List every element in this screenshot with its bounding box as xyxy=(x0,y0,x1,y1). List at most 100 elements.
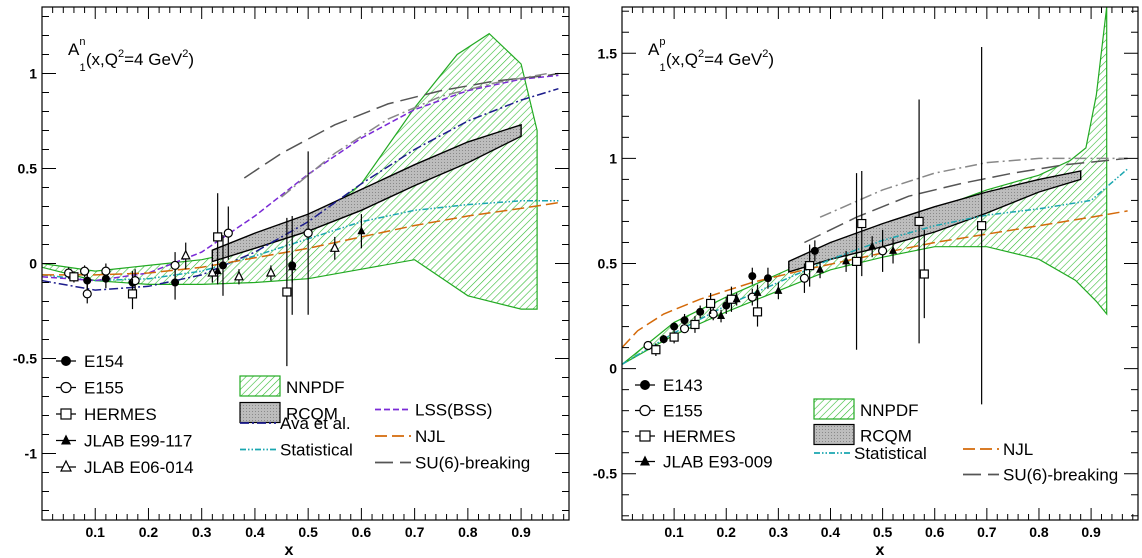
legend-label: JLAB E99-117 xyxy=(84,432,192,451)
legend-label: NNPDF xyxy=(860,401,919,420)
marker-open-square xyxy=(127,289,138,299)
marker-filled-triangle xyxy=(753,287,762,296)
legend-item-jlab-e93-009: JLAB E93-009 xyxy=(635,453,773,472)
marker-open-square xyxy=(805,261,815,271)
chart-panel-neutron: 0.1 0.2 0.3 0.4 0.5 0.6 0.7 0.8 0.9 x -1 -0.5 0 0.5 1 A… xyxy=(13,6,570,558)
legend-item-su-6-breaking: SU(6)-breaking xyxy=(375,454,530,473)
legend-item-e155: E155 xyxy=(635,402,703,421)
data-point-e155 xyxy=(643,340,653,351)
x-axis: 0.1 0.2 0.3 0.4 0.5 0.6 0.7 0.8 0.9 x xyxy=(631,7,1134,558)
marker-open-square xyxy=(213,232,223,242)
marker-open-circle xyxy=(101,266,111,276)
data-point-hermes xyxy=(914,99,924,344)
marker-filled-circle xyxy=(640,380,650,390)
data-point-hermes xyxy=(669,330,679,344)
data-point-hermes xyxy=(977,46,987,405)
plot-area xyxy=(622,7,1129,405)
data-point-jlab-e06-014 xyxy=(329,236,340,260)
marker-open-circle xyxy=(79,266,90,276)
data-point-jlab-e93-009 xyxy=(889,238,898,264)
data-point-jlab-e06-014 xyxy=(265,265,276,281)
marker-filled-circle xyxy=(171,278,180,287)
legend-item-hermes: HERMES xyxy=(56,405,157,424)
x-tick-label: 0.9 xyxy=(1081,524,1101,540)
y-tick-label: 0 xyxy=(609,361,617,377)
x-tick-label: 0.1 xyxy=(664,524,684,540)
marker-open-circle xyxy=(799,273,810,283)
legend-item-nnpdf: NNPDF xyxy=(239,375,345,397)
data-point-jlab-e93-009 xyxy=(868,236,877,258)
marker-open-circle xyxy=(708,309,718,319)
marker-open-square xyxy=(914,216,924,227)
legend-item-ava-et-al: Ava et al. xyxy=(240,414,351,433)
plot-area xyxy=(42,32,559,367)
legend-label: LSS(BSS) xyxy=(415,401,492,420)
marker-open-circle xyxy=(878,246,888,256)
data-point-jlab-e93-009 xyxy=(732,292,741,306)
curve-ava-et-al xyxy=(42,87,559,291)
x-tick-label: 0.8 xyxy=(458,524,478,540)
legend-label: JLAB E06-014 xyxy=(84,458,194,477)
marker-open-square xyxy=(977,221,987,231)
data-point-hermes xyxy=(706,292,716,314)
marker-filled-circle xyxy=(680,316,689,325)
marker-filled-triangle xyxy=(357,226,366,235)
marker-open-circle xyxy=(82,289,92,299)
legend-label: Ava et al. xyxy=(280,414,351,433)
marker-filled-triangle xyxy=(717,311,726,320)
data-point-e143 xyxy=(763,267,772,289)
data-point-e143 xyxy=(810,240,819,262)
marker-filled-circle xyxy=(659,335,668,344)
data-point-hermes xyxy=(857,170,867,277)
marker-open-square xyxy=(752,307,763,317)
marker-open-square xyxy=(282,287,292,297)
data-point-e154 xyxy=(218,235,227,296)
x-tick-label: 0.4 xyxy=(821,524,841,540)
marker-filled-triangle xyxy=(213,266,222,275)
legend-item-e154: E154 xyxy=(56,352,124,371)
legend-item-jlab-e99-117: JLAB E99-117 xyxy=(56,432,192,451)
marker-filled-circle xyxy=(670,322,679,331)
data-point-e155 xyxy=(303,151,313,315)
data-point-jlab-e93-009 xyxy=(774,282,783,300)
data-point-hermes xyxy=(919,229,929,319)
marker-open-triangle xyxy=(60,459,72,472)
y-tick-label: 1 xyxy=(29,66,37,82)
y-tick-label: -0.5 xyxy=(593,466,617,482)
legend-label: NNPDF xyxy=(286,378,345,397)
data-point-hermes xyxy=(127,278,138,310)
curve-su-6-breaking xyxy=(243,72,559,179)
curve-njl xyxy=(622,210,1128,349)
legend: E154 E155 HERMES JLAB E99-117 JLAB E06-014 NN… xyxy=(56,352,530,477)
marker-filled-triangle xyxy=(640,455,650,466)
legend-label: E143 xyxy=(663,376,703,395)
marker-open-square xyxy=(851,256,862,266)
legend-label: HERMES xyxy=(84,405,157,424)
legend-label: NJL xyxy=(1003,440,1033,459)
marker-open-triangle xyxy=(233,270,244,281)
marker-open-circle xyxy=(679,324,690,334)
marker-open-square xyxy=(690,319,700,330)
data-point-e143 xyxy=(670,322,679,331)
chart-title: Ap 1 (x,Q2=4 GeV2) xyxy=(648,36,774,74)
legend-label: RCQM xyxy=(860,427,912,446)
x-axis-label: x xyxy=(876,542,885,558)
legend-item-nnpdf: NNPDF xyxy=(813,398,919,420)
y-axis: -1 -0.5 0 0.5 1 xyxy=(13,16,569,511)
legend-label: E155 xyxy=(663,402,703,421)
y-tick-label: -1 xyxy=(25,446,38,462)
y-tick-label: 0.5 xyxy=(598,256,618,272)
marker-filled-circle xyxy=(763,274,772,283)
x-tick-label: 0.6 xyxy=(925,524,945,540)
legend-label: Statistical xyxy=(854,444,927,463)
marker-filled-circle xyxy=(696,307,705,316)
marker-filled-triangle xyxy=(61,434,71,445)
data-point-hermes xyxy=(69,271,79,283)
x-tick-label: 0.1 xyxy=(85,524,105,540)
x-tick-label: 0.7 xyxy=(405,524,425,540)
y-tick-label: 0 xyxy=(29,256,37,272)
y-tick-label: 1.5 xyxy=(598,45,618,61)
legend-swatch xyxy=(239,375,281,397)
data-point-jlab-e99-117 xyxy=(288,252,297,283)
